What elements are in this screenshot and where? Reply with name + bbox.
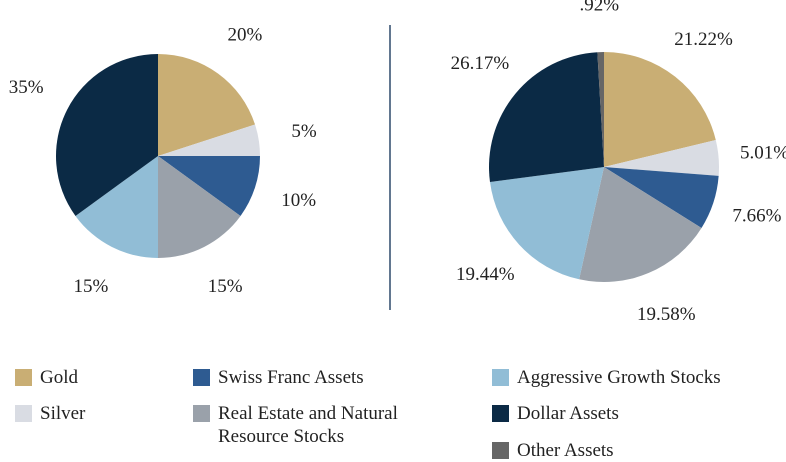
slice-label: 5.01% <box>740 142 786 163</box>
legend-swatch <box>193 405 210 422</box>
slice-label: 5% <box>291 121 317 142</box>
pie-slice <box>158 156 241 258</box>
legend-label: Dollar Assets <box>517 403 619 424</box>
pie-slice <box>56 54 158 216</box>
pie-slice <box>158 54 256 156</box>
pie-slice <box>489 167 604 280</box>
legend-swatch <box>492 442 509 459</box>
slice-label: 15% <box>73 276 108 297</box>
legend-label: Other Assets <box>517 440 614 461</box>
legend-label: Gold <box>40 367 78 388</box>
slice-label: 10% <box>281 190 316 211</box>
pie-slice <box>604 167 719 228</box>
slice-label: 20% <box>228 25 263 46</box>
pie-slice <box>604 139 719 176</box>
slice-label: 7.66% <box>732 206 781 227</box>
pie-slice <box>489 52 604 183</box>
pie-slice <box>604 52 716 167</box>
pie-slice <box>75 156 158 258</box>
legend-label: Real Estate and Natural Resource Stocks <box>218 403 398 447</box>
slice-label: 15% <box>208 276 243 297</box>
slice-label: 19.44% <box>456 264 515 285</box>
legend-swatch <box>492 369 509 386</box>
slice-label: 19.58% <box>637 304 696 325</box>
slice-label: 21.22% <box>674 29 733 50</box>
slice-label: 26.17% <box>451 53 510 74</box>
legend-swatch <box>15 369 32 386</box>
legend-label: Silver <box>40 403 86 424</box>
legend-label: Swiss Franc Assets <box>218 367 364 388</box>
slice-label: 35% <box>9 77 44 98</box>
slice-label: .92% <box>580 0 620 15</box>
pie-slice <box>597 52 604 167</box>
pie-slice <box>579 167 702 282</box>
legend-label: Aggressive Growth Stocks <box>517 367 721 388</box>
pie-slice <box>158 124 260 156</box>
legend-swatch <box>193 369 210 386</box>
legend-swatch <box>492 405 509 422</box>
pie-slice <box>158 156 260 216</box>
legend-swatch <box>15 405 32 422</box>
